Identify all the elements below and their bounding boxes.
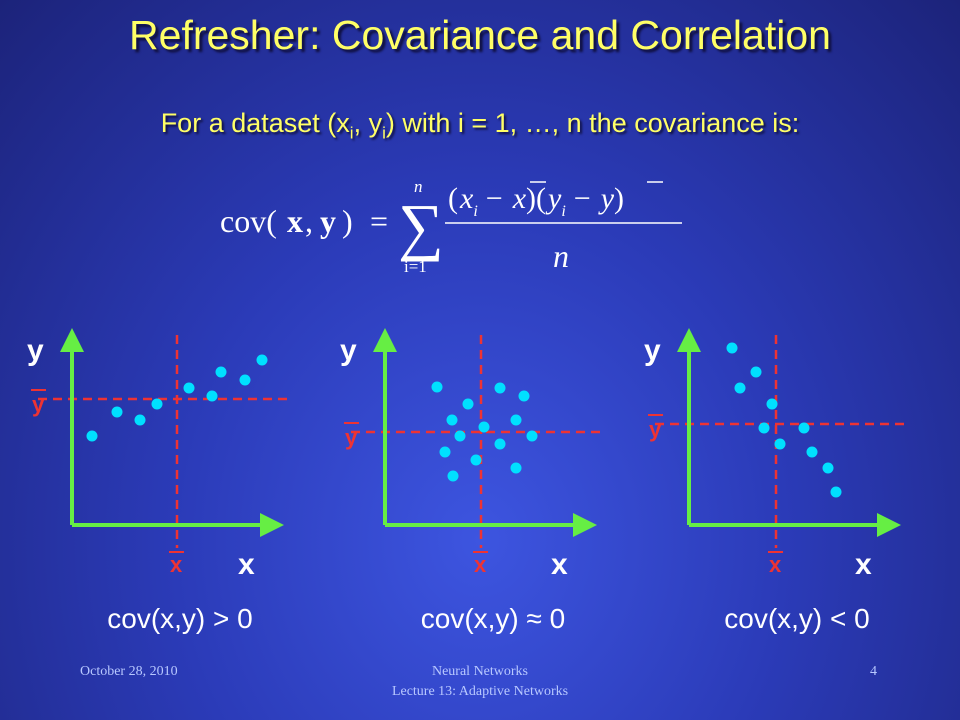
- x-bar-label: x: [769, 552, 782, 577]
- scatter-dot: [215, 366, 227, 378]
- x-bar-label: x: [170, 552, 183, 577]
- footer-page: 4: [870, 664, 877, 679]
- scatter-dot: [206, 390, 218, 402]
- scatter-panel: y x y x cov(x,y) < 0: [644, 328, 907, 634]
- scatter-dot: [830, 486, 842, 498]
- x-bar-label: x: [474, 552, 487, 577]
- formula-text: =: [370, 203, 388, 239]
- scatter-dot: [758, 422, 770, 434]
- scatter-panel: y x y x cov(x,y) > 0: [27, 328, 290, 634]
- caption: cov(x,y) < 0: [724, 603, 869, 634]
- subtitle-text: For a dataset (x: [160, 108, 350, 138]
- formula-text: )(: [526, 182, 546, 215]
- subtitle: For a dataset (xi, yi) with i = 1, …, n …: [0, 108, 960, 143]
- scatter-dot: [766, 398, 778, 410]
- scatter-dot: [750, 366, 762, 378]
- formula-text: n: [553, 238, 569, 274]
- scatter-dot: [526, 430, 538, 442]
- scatter-dot: [734, 382, 746, 394]
- y-label: y: [644, 334, 661, 367]
- formula-text: cov(: [220, 203, 277, 239]
- x-label: x: [238, 548, 255, 581]
- scatter-dot: [462, 398, 474, 410]
- y-bar-label: y: [32, 392, 45, 417]
- scatter-dot: [518, 390, 530, 402]
- footer-date: October 28, 2010: [80, 664, 178, 679]
- subtitle-text: , y: [353, 108, 383, 138]
- formula-text: −: [574, 182, 591, 215]
- formula-text: y: [545, 182, 562, 215]
- subscript: i: [382, 123, 386, 143]
- scatter-dot: [86, 430, 98, 442]
- y-label: y: [340, 334, 357, 367]
- scatter-dot: [256, 354, 268, 366]
- scatter-dot: [431, 381, 443, 393]
- formula-text: i=1: [404, 257, 427, 276]
- x-label: x: [855, 548, 872, 581]
- scatter-dot: [494, 438, 506, 450]
- scatter-dot: [510, 414, 522, 426]
- scatter-dot: [447, 470, 459, 482]
- formula-text: x: [287, 203, 303, 239]
- scatter-dot: [494, 382, 506, 394]
- scatter-dot: [239, 374, 251, 386]
- scatter-dot: [510, 462, 522, 474]
- scatter-dot: [822, 462, 834, 474]
- footer-course: Neural Networks: [431, 664, 529, 679]
- formula-text: ): [614, 182, 624, 215]
- scatter-dot: [470, 454, 482, 466]
- formula-text: (: [448, 182, 458, 215]
- scatter-dot: [806, 446, 818, 458]
- scatter-dot: [134, 414, 146, 426]
- formula-numerator: (xi − x)(yi − y): [448, 182, 624, 220]
- scatter-dot: [774, 438, 786, 450]
- scatter-panel: y x y x cov(x,y) ≈ 0: [340, 328, 603, 634]
- scatter-dot: [111, 406, 123, 418]
- scatter-dot: [726, 342, 738, 354]
- y-label: y: [27, 334, 44, 367]
- scatter-dot: [798, 422, 810, 434]
- formula-sigma: ∑: [398, 191, 444, 262]
- formula: cov( x , y ) = ∑ n i=1 (xi − x)(yi − y) n: [220, 177, 682, 276]
- formula-text: y: [598, 182, 615, 215]
- scatter-dot: [439, 446, 451, 458]
- scatter-dot: [478, 421, 490, 433]
- formula-text: x: [512, 182, 527, 215]
- formula-text: ): [342, 203, 353, 239]
- scatter-dot: [446, 414, 458, 426]
- title: Refresher: Covariance and Correlation: [129, 12, 831, 58]
- scatter-dot: [454, 430, 466, 442]
- subscript: i: [349, 123, 354, 143]
- caption: cov(x,y) > 0: [107, 603, 252, 634]
- caption: cov(x,y) ≈ 0: [421, 603, 566, 634]
- formula-text: i: [561, 203, 565, 220]
- formula-text: x: [459, 182, 474, 215]
- formula-text: i: [473, 203, 477, 220]
- formula-text: −: [486, 182, 503, 215]
- formula-text: n: [414, 177, 423, 196]
- y-bar-label: y: [345, 425, 358, 450]
- scatter-dot: [151, 398, 163, 410]
- formula-text: ,: [305, 203, 313, 239]
- formula-text: y: [320, 203, 336, 239]
- scatter-dot: [183, 382, 195, 394]
- footer-lecture: Lecture 13: Adaptive Networks: [391, 684, 569, 699]
- x-label: x: [551, 548, 568, 581]
- y-bar-label: y: [649, 417, 662, 442]
- subtitle-text: ) with i = 1, …, n the covariance is:: [385, 108, 800, 138]
